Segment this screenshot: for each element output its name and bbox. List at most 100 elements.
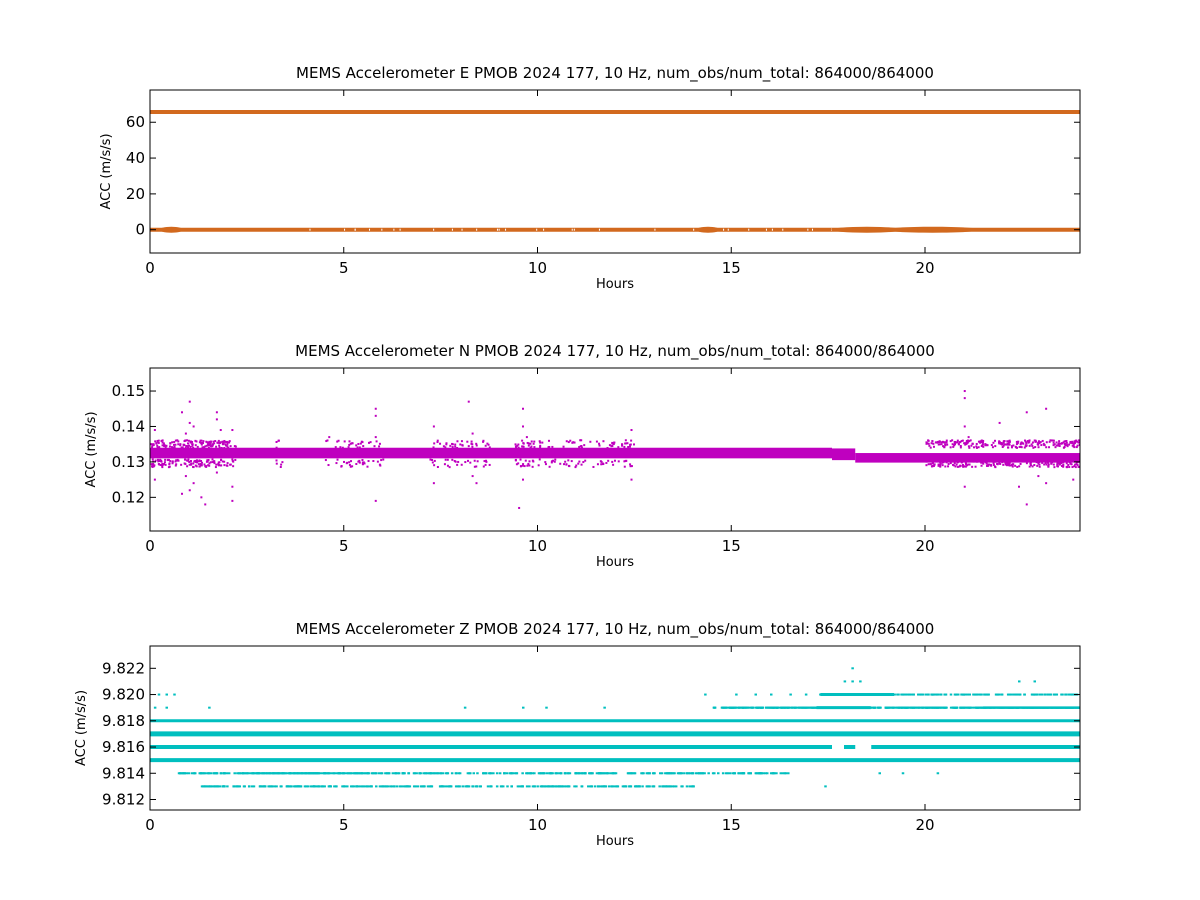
data-point [187, 772, 191, 775]
data-point [611, 460, 614, 463]
data-point [1006, 693, 1010, 696]
data-point [556, 785, 560, 788]
data-point [293, 785, 296, 788]
data-point [446, 458, 449, 461]
data-point [1037, 443, 1040, 446]
data-point [1052, 463, 1055, 466]
data-point [981, 441, 984, 444]
data-point [951, 443, 954, 446]
data-point [384, 785, 388, 788]
data-point [671, 785, 675, 788]
y-tick-label: 40 [126, 149, 145, 167]
data-point [1063, 440, 1066, 443]
data-point [343, 460, 346, 463]
data-point [522, 463, 525, 466]
y-tick-label: 0.12 [112, 488, 145, 506]
data-point [1028, 439, 1031, 442]
data-outlier-7 [188, 400, 191, 403]
data-point [1047, 463, 1050, 466]
data-point [1025, 462, 1028, 465]
data-point [233, 772, 236, 775]
data-point [536, 785, 539, 788]
data-point [713, 772, 716, 775]
data-point [628, 445, 631, 448]
data-point [213, 460, 216, 463]
data-point [610, 785, 614, 788]
data-point [1037, 441, 1040, 444]
data-point [1063, 445, 1066, 448]
data-point [191, 443, 194, 446]
data-point [873, 706, 876, 709]
data-point [459, 443, 462, 446]
data-point [945, 441, 948, 444]
data-point [959, 441, 962, 444]
data-sparse-20 [1018, 680, 1021, 683]
data-point [629, 785, 633, 788]
data-point [954, 465, 957, 468]
data-point [608, 444, 611, 447]
data-point [355, 785, 358, 788]
data-point [627, 772, 630, 775]
data-point [935, 459, 938, 462]
data-point [539, 441, 542, 444]
data-point [931, 440, 934, 443]
data-point [947, 463, 950, 466]
data-point [1002, 441, 1005, 444]
data-point [617, 446, 620, 449]
data-point [681, 785, 684, 788]
data-point [1031, 465, 1034, 468]
data-point [198, 441, 201, 444]
data-point [970, 444, 973, 447]
data-point [372, 772, 376, 775]
data-point [187, 459, 190, 462]
data-point [539, 446, 542, 449]
data-point [769, 772, 773, 775]
data-point [215, 463, 218, 466]
data-point [550, 785, 553, 788]
data-point [1048, 440, 1051, 443]
data-point [379, 772, 383, 775]
data-point [563, 463, 566, 466]
data-sparse-10 [704, 693, 707, 696]
data-point [811, 706, 814, 709]
data-point [603, 772, 607, 775]
data-point [211, 444, 214, 447]
data-point [194, 439, 197, 442]
data-point [664, 785, 667, 788]
data-point [159, 458, 162, 461]
data-outlier-42 [630, 478, 633, 481]
band-gap [693, 228, 695, 231]
data-point [574, 466, 577, 469]
data-point [907, 693, 911, 696]
data-point [309, 785, 313, 788]
data-point [677, 772, 681, 775]
data-point [954, 693, 958, 696]
data-point [240, 772, 243, 775]
data-point [669, 772, 672, 775]
data-sparse-14 [789, 693, 792, 696]
data-point [533, 772, 536, 775]
band-gap [543, 228, 545, 231]
data-point [938, 458, 941, 461]
data-point [469, 461, 472, 464]
data-point [355, 462, 358, 465]
data-outlier-23 [277, 439, 280, 442]
data-point [646, 772, 650, 775]
data-point [376, 460, 379, 463]
data-point [436, 465, 439, 468]
data-point [537, 464, 540, 467]
data-point [1073, 458, 1076, 461]
data-point [955, 441, 958, 444]
data-point [180, 772, 183, 775]
data-point [532, 460, 535, 463]
data-point [1072, 444, 1075, 447]
data-point [552, 459, 555, 462]
data-point [201, 785, 205, 788]
data-point [538, 440, 541, 443]
data-point [348, 443, 351, 446]
data-point [940, 458, 943, 461]
data-point [152, 444, 155, 447]
x-tick-label: 5 [339, 537, 349, 555]
data-point [360, 440, 363, 443]
data-point [930, 706, 933, 709]
